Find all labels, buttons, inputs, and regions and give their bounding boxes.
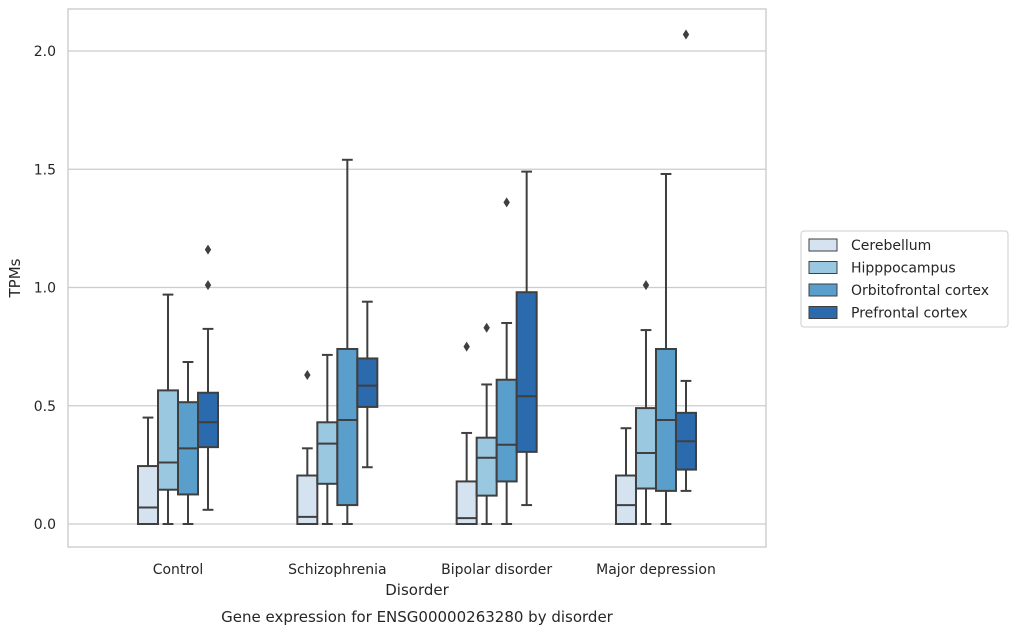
legend-swatch	[808, 261, 838, 274]
box-group	[515, 170, 538, 507]
box-iqr	[634, 407, 657, 490]
y-tick-label: 0.5	[34, 399, 56, 415]
box-group	[614, 427, 637, 525]
legend-item: Orbitofrontal cortex	[808, 283, 989, 299]
y-tick-label: 1.0	[34, 281, 56, 297]
box-iqr	[157, 389, 179, 491]
box-iqr	[455, 480, 478, 525]
box-group	[336, 158, 359, 525]
box-iqr	[515, 291, 538, 453]
box-iqr	[137, 465, 159, 525]
box-series-group	[137, 29, 697, 525]
box-iqr	[316, 421, 339, 485]
series-orbitofrontal-cortex	[177, 158, 677, 525]
legend-swatch	[808, 283, 838, 297]
box-group	[475, 322, 498, 525]
box-iqr	[495, 378, 518, 483]
box-iqr	[475, 436, 498, 497]
figure-caption: Gene expression for ENSG00000263280 by d…	[221, 608, 614, 626]
series-hipppocampus	[157, 280, 657, 525]
box-group	[674, 29, 697, 492]
x-tick-label: Bipolar disorder	[441, 562, 552, 578]
box-group	[356, 300, 379, 469]
x-tick-labels: Control Schizophrenia Bipolar disorder Majo…	[153, 562, 716, 578]
legend-item: Prefrontal cortex	[808, 306, 968, 322]
box-group	[177, 360, 199, 525]
box-group	[157, 293, 179, 525]
legend-item: Cerebellum	[808, 238, 931, 254]
outlier-point	[463, 341, 470, 352]
series-prefrontal-cortex	[197, 29, 697, 511]
box-iqr	[296, 474, 319, 525]
outlier-point	[483, 322, 490, 333]
box-group	[296, 370, 319, 525]
legend-label: Prefrontal cortex	[851, 306, 968, 322]
outlier-point	[204, 244, 212, 255]
y-axis-label: TPMs	[6, 258, 24, 298]
box-iqr	[336, 347, 359, 507]
legend-swatch	[808, 306, 838, 319]
box-iqr	[614, 474, 637, 525]
outlier-point	[682, 29, 690, 40]
y-tick-label: 2.0	[34, 44, 56, 60]
outlier-point	[204, 280, 212, 291]
legend-swatch	[808, 238, 838, 252]
plot-frame	[67, 8, 767, 548]
y-tick-labels: 0.0 0.5 1.0 1.5 2.0	[34, 44, 56, 533]
box-group	[455, 341, 478, 525]
legend-label: Orbitofrontal cortex	[851, 283, 989, 299]
outlier-point	[503, 197, 510, 208]
box-group	[495, 197, 518, 525]
x-tick-label: Major depression	[596, 562, 716, 578]
legend-label: Cerebellum	[851, 238, 931, 254]
outlier-point	[304, 370, 311, 381]
legend: Cerebellum Hipppocampus Orbitofrontal cort…	[800, 230, 1009, 328]
y-tick-label: 0.0	[34, 517, 56, 533]
box-iqr	[197, 391, 219, 449]
y-tick-label: 1.5	[34, 162, 56, 178]
box-group	[137, 416, 159, 525]
x-axis-label: Disorder	[385, 581, 449, 599]
x-tick-label: Control	[153, 562, 204, 578]
box-group	[197, 244, 219, 511]
legend-item: Hipppocampus	[808, 261, 956, 277]
legend-label: Hipppocampus	[851, 261, 956, 277]
legend-frame	[800, 230, 1009, 328]
outlier-point	[642, 280, 650, 291]
x-tick-label: Schizophrenia	[288, 562, 386, 578]
box-iqr	[356, 357, 379, 408]
series-cerebellum	[137, 341, 637, 525]
